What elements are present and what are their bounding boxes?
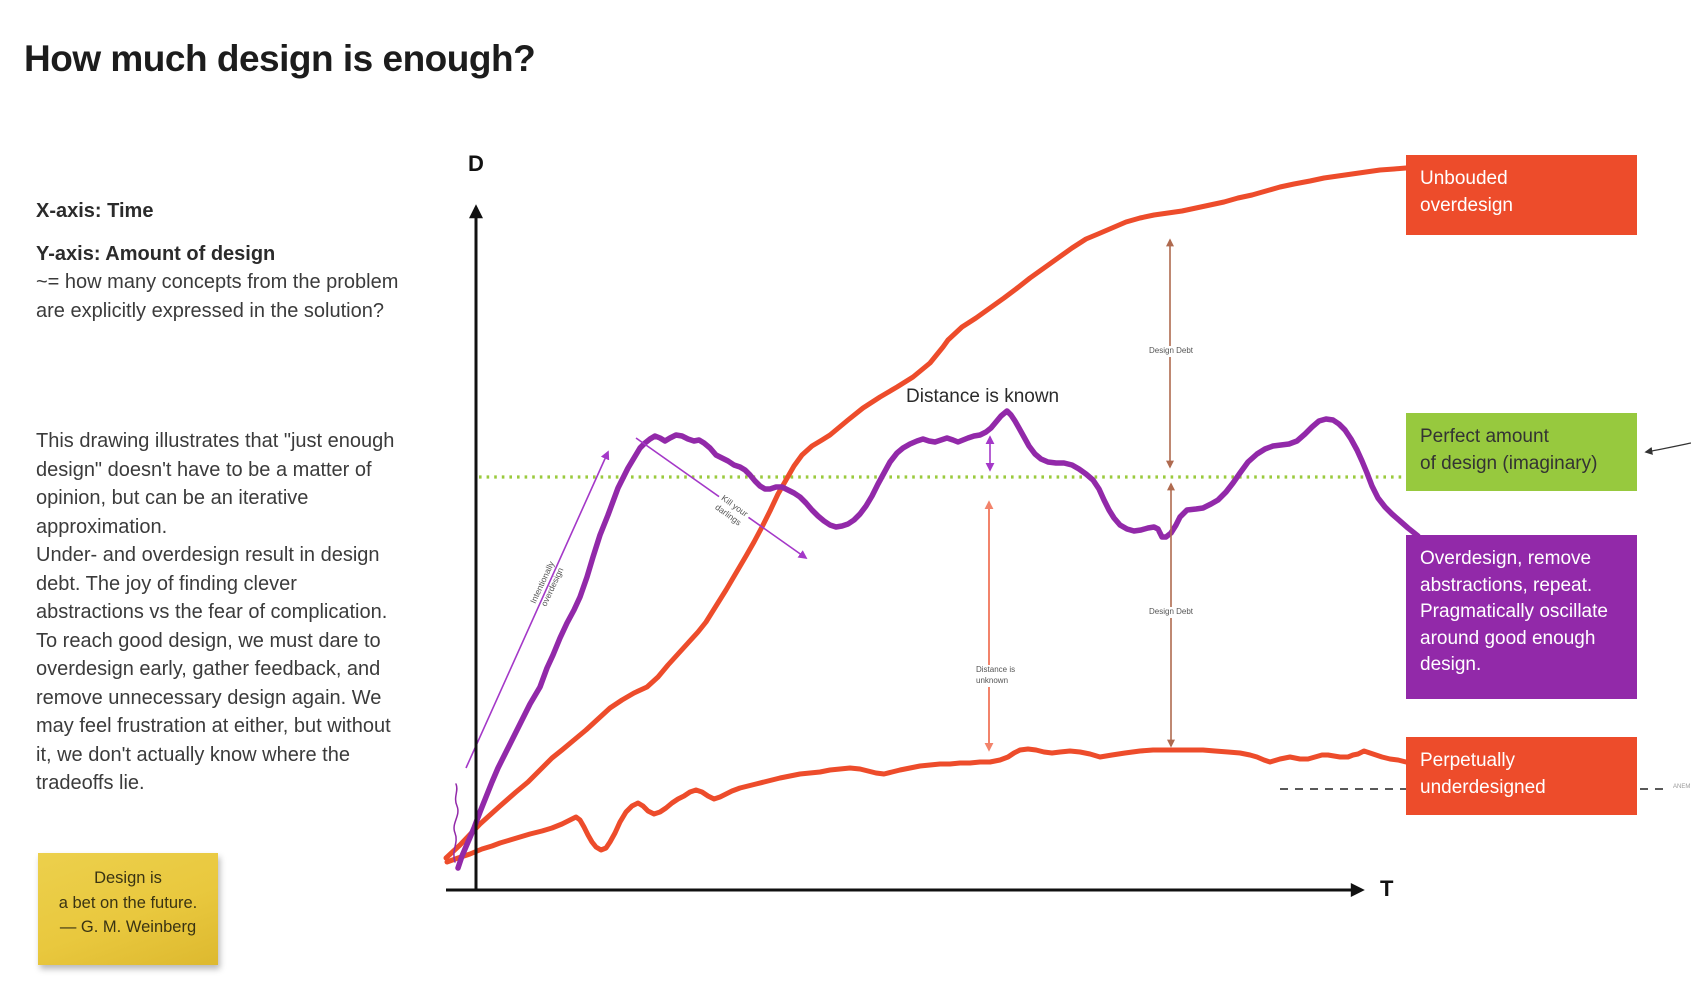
- purple-start-squiggle: [453, 783, 459, 863]
- legend-box-unbounded-overdesign: Unbouded overdesign: [1406, 155, 1637, 235]
- unbounded-overdesign-curve: [443, 165, 1409, 861]
- y-axis-label: D: [468, 151, 484, 176]
- distance-unknown-label: Distance is unknown: [974, 665, 1018, 687]
- distance-known-label: Distance is known: [906, 386, 1060, 407]
- legend-box-perfect-amount: Perfect amount of design (imaginary): [1406, 413, 1637, 491]
- x-axis-heading: X-axis: Time: [36, 200, 154, 222]
- y-axis-description: ~= how many concepts from the problem ar…: [36, 271, 399, 322]
- explanation-paragraph: This drawing illustrates that "just enou…: [36, 430, 395, 794]
- y-axis-heading: Y-axis: Amount of design: [36, 242, 276, 265]
- design-debt-upper-label: Design Debt: [1146, 346, 1196, 357]
- perpetually-underdesigned-curve: [444, 746, 1409, 865]
- x-axis-label: T: [1380, 876, 1394, 901]
- intentionally-overdesign-arrow: [465, 450, 610, 769]
- legend-box-perpetually-underdesigned: Perpetually underdesigned: [1406, 737, 1637, 815]
- oscillating-design-curve: [455, 408, 1421, 871]
- sticky-note: Design is a bet on the future. — G. M. W…: [38, 853, 218, 965]
- edge-text-fragment: ANEM: [1673, 784, 1691, 790]
- legend-box-oscillate: Overdesign, remove abstractions, repeat.…: [1406, 535, 1637, 699]
- design-debt-lower-label: Design Debt: [1146, 607, 1196, 618]
- axis-explanation: X-axis: Time Y-axis: Amount of design ~=…: [36, 197, 402, 325]
- green-box-pointer-arrow: [1644, 442, 1691, 455]
- page-title: How much design is enough?: [24, 38, 536, 79]
